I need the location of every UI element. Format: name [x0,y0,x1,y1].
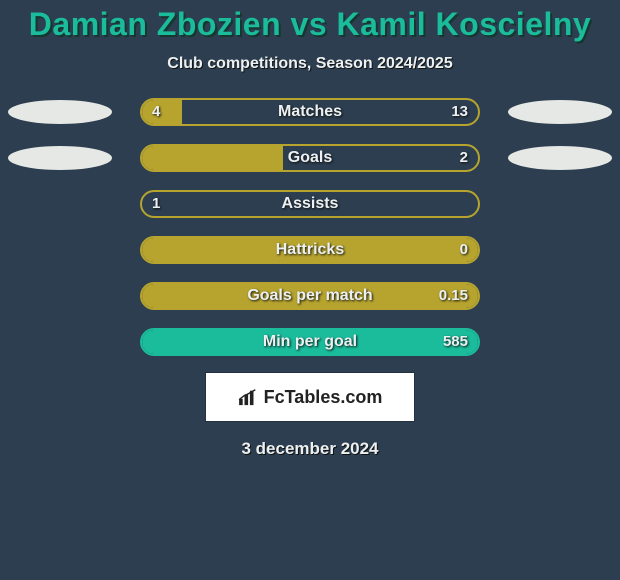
bar-left-fill [142,146,283,170]
bars-icon [238,388,260,406]
chart-area: Matches413 Goals2 Assists1 Hattricks0 Goals … [0,97,620,357]
bar-track: Goals per match0.15 [140,282,480,310]
stat-value-right: 2 [460,149,468,166]
logo: FcTables.com [238,387,383,408]
date-line: 3 december 2024 [0,439,620,459]
bar-left-fill [142,284,478,308]
stat-row: Assists1 [0,189,620,219]
stat-row: Goals per match0.15 [0,281,620,311]
logo-box: FcTables.com [206,373,414,421]
comparison-infographic: Damian Zbozien vs Kamil Koscielny Club c… [0,6,620,580]
stat-label: Assists [142,195,478,213]
stat-row: Hattricks0 [0,235,620,265]
bar-track: Min per goal585 [140,328,480,356]
bar-track: Matches413 [140,98,480,126]
player-left-avatar [8,100,112,124]
bar-left-fill [142,100,182,124]
subtitle: Club competitions, Season 2024/2025 [0,55,620,73]
stat-row: Min per goal585 [0,327,620,357]
logo-text: FcTables.com [264,387,383,408]
stat-value-right: 13 [451,103,468,120]
bar-right-fill [142,330,478,354]
stat-row: Matches413 [0,97,620,127]
player-right-avatar [508,100,612,124]
bar-track: Hattricks0 [140,236,480,264]
bar-left-fill [142,238,478,262]
stat-label: Matches [142,103,478,121]
player-left-avatar [8,146,112,170]
stat-row: Goals2 [0,143,620,173]
stat-value-left: 1 [152,195,160,212]
bar-track: Goals2 [140,144,480,172]
page-title: Damian Zbozien vs Kamil Koscielny [0,6,620,43]
bar-track: Assists1 [140,190,480,218]
player-right-avatar [508,146,612,170]
